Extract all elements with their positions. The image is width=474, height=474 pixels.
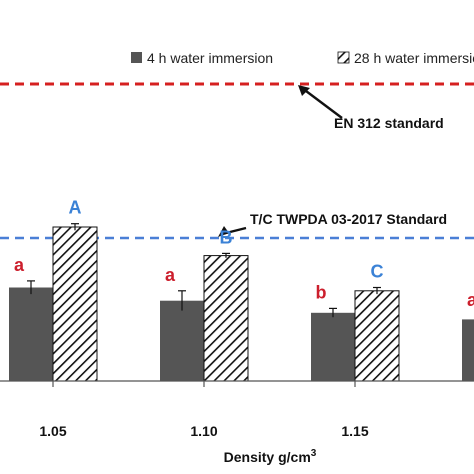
x-tick-label-1.10: 1.10 — [190, 423, 217, 439]
legend-swatch-4h — [131, 52, 142, 63]
ref-arrow-en312 — [301, 87, 343, 119]
significance-label: C — [371, 262, 384, 282]
bar-4h-1.05 — [9, 287, 53, 381]
significance-label: a — [14, 255, 25, 275]
x-axis-title-superscript: 3 — [311, 448, 317, 459]
legend-label-28h: 28 h water immersion — [354, 50, 474, 66]
ref-arrowhead-twpda — [218, 226, 229, 237]
bar-28h-1.05 — [52, 226, 98, 382]
bar-28h-1.15 — [354, 290, 400, 382]
significance-label: a — [467, 290, 474, 310]
significance-label: B — [220, 227, 233, 247]
ref-label-twpda: T/C TWPDA 03-2017 Standard — [250, 211, 447, 227]
bar-4h-1.15 — [311, 312, 355, 381]
legend-swatch-28h — [337, 51, 350, 64]
ref-arrowhead-en312 — [298, 85, 310, 96]
x-axis-title: Density g/cm3 — [224, 448, 317, 465]
bar-28h-1.10 — [203, 255, 249, 382]
significance-label: b — [316, 282, 327, 302]
ref-label-en312: EN 312 standard — [334, 115, 444, 131]
legend: 4 h water immersion 28 h water immersion — [131, 50, 474, 66]
bar-4h-1.10 — [160, 300, 204, 381]
x-axis: 1.051.101.151.20 — [0, 380, 474, 439]
bar-4h-1.20 — [462, 319, 474, 381]
x-tick-label-1.05: 1.05 — [39, 423, 66, 439]
significance-label: A — [69, 198, 82, 218]
legend-label-4h: 4 h water immersion — [147, 50, 273, 66]
x-tick-label-1.15: 1.15 — [341, 423, 368, 439]
significance-label: a — [165, 265, 176, 285]
